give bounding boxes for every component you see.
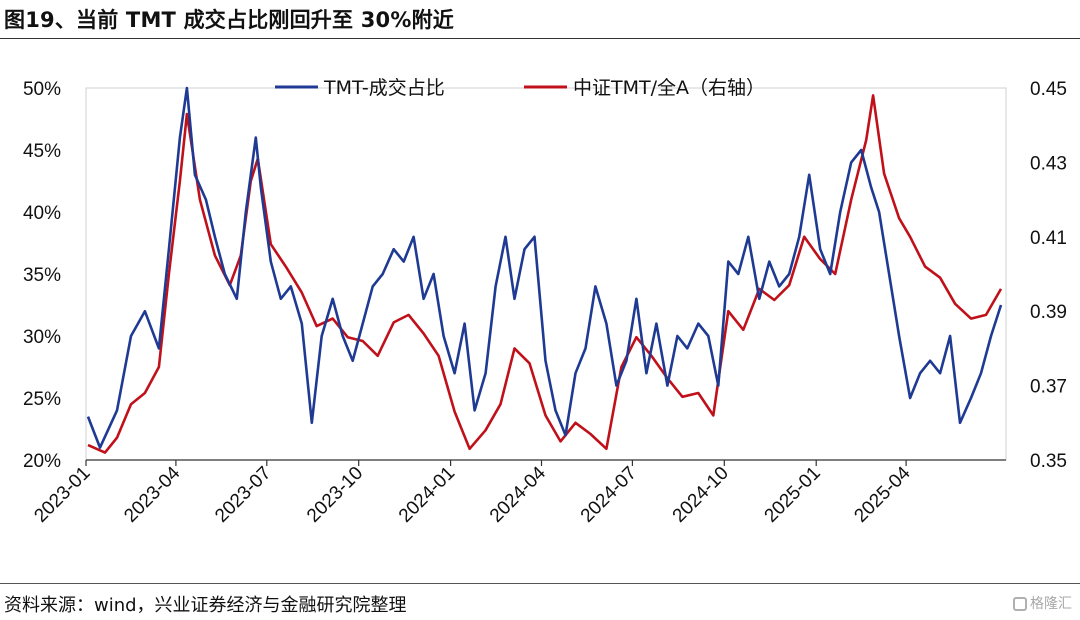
watermark-logo-icon — [1013, 597, 1027, 611]
x-tick-label: 2023-07 — [211, 463, 275, 527]
left-tick-label: 50% — [23, 79, 61, 100]
right-axis-ticks: 0.45 0.43 0.41 0.39 0.37 0.35 — [1030, 79, 1067, 472]
right-tick-label: 0.39 — [1030, 302, 1067, 323]
x-tick-label: 2024-04 — [486, 462, 550, 526]
left-tick-label: 20% — [23, 451, 61, 472]
left-tick-label: 40% — [23, 203, 61, 224]
left-axis-ticks: 50% 45% 40% 35% 30% 25% 20% — [23, 79, 61, 472]
x-tick-label: 2025-04 — [850, 462, 914, 526]
x-tick-label: 2023-10 — [303, 463, 367, 527]
footer-divider — [0, 583, 1080, 584]
left-tick-label: 25% — [23, 389, 61, 410]
legend: TMT-成交占比 中证TMT/全A（右轴） — [275, 77, 765, 99]
left-tick-label: 35% — [23, 265, 61, 286]
x-tick-label: 2024-10 — [669, 463, 733, 527]
chart: 2023-01 2023-04 2023-07 2023-10 2024-01 2024-… — [23, 77, 1067, 527]
right-tick-label: 0.45 — [1030, 79, 1067, 100]
x-tick-label: 2023-01 — [30, 463, 94, 527]
right-tick-label: 0.35 — [1030, 451, 1067, 472]
series-layer — [86, 86, 1003, 454]
x-tick-label: 2023-04 — [120, 462, 184, 526]
watermark-text: 格隆汇 — [1030, 596, 1072, 612]
x-axis-ticks: 2023-01 2023-04 2023-07 2023-10 2024-01 2024-… — [30, 460, 915, 527]
right-tick-label: 0.41 — [1030, 228, 1067, 249]
right-tick-label: 0.37 — [1030, 377, 1067, 398]
x-tick-label: 2024-01 — [395, 463, 459, 527]
left-tick-label: 30% — [23, 327, 61, 348]
series-line-tmt-share — [86, 86, 1003, 449]
left-tick-label: 45% — [23, 141, 61, 162]
source-note: 资料来源：wind，兴业证券经济与金融研究院整理 — [4, 595, 407, 616]
x-tick-label: 2025-01 — [761, 463, 825, 527]
right-tick-label: 0.43 — [1030, 153, 1067, 174]
chart-title: 图19、当前 TMT 成交占比刚回升至 30%附近 — [4, 8, 454, 32]
title-divider — [0, 38, 1080, 39]
legend-label-tmt-ratio: 中证TMT/全A（右轴） — [573, 77, 765, 99]
x-tick-label: 2024-07 — [577, 463, 641, 527]
watermark: 格隆汇 — [1013, 593, 1072, 613]
legend-label-tmt-share: TMT-成交占比 — [323, 77, 445, 99]
